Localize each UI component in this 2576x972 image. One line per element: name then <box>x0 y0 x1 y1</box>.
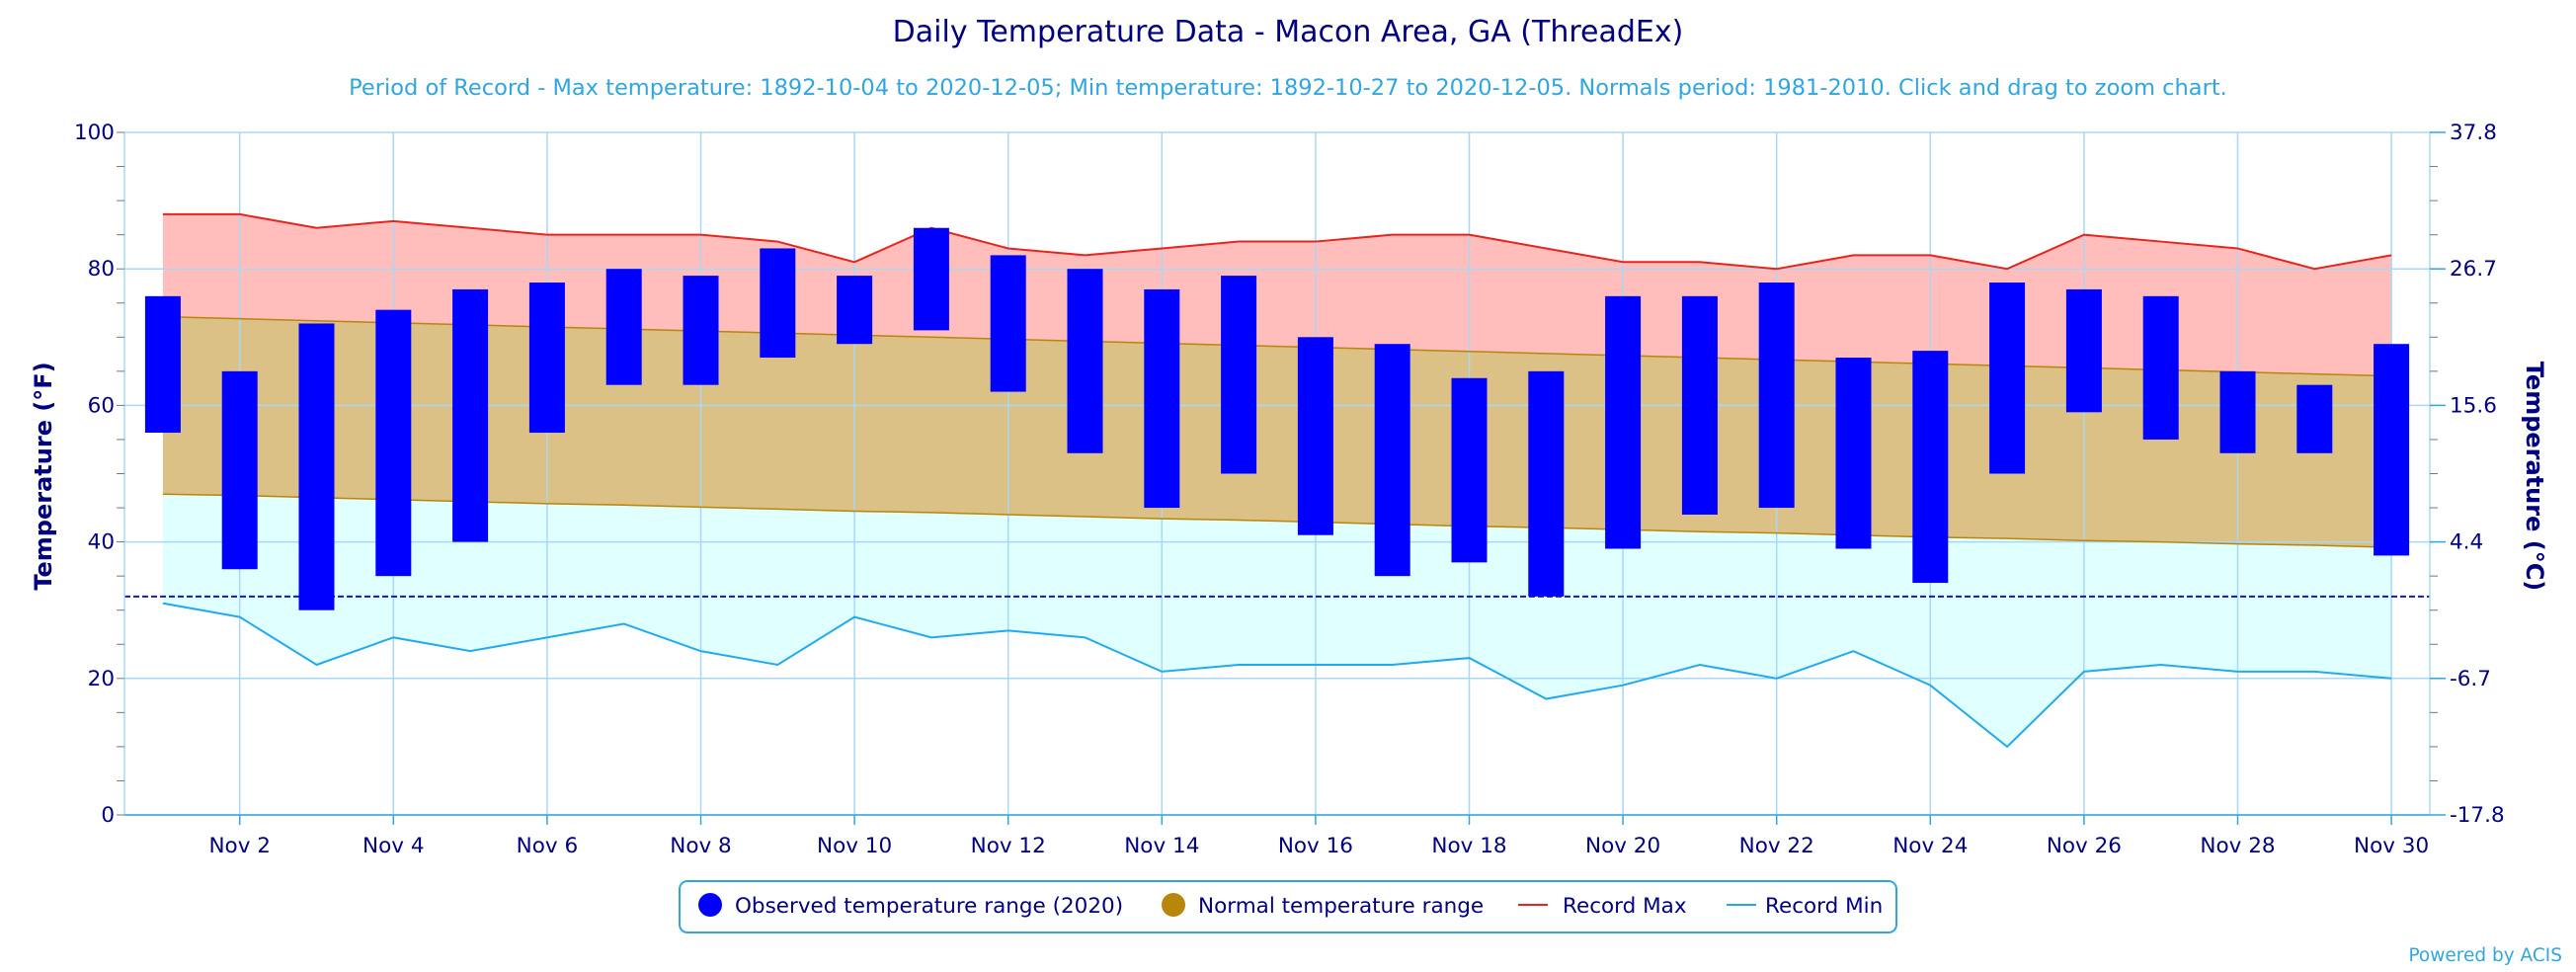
legend-item-normal[interactable]: Normal temperature range <box>1162 893 1484 919</box>
observed-bar[interactable] <box>1067 269 1103 453</box>
x-tick-label: Nov 16 <box>1278 834 1353 858</box>
y-axis-title-right: Temperature (°C) <box>2521 362 2548 592</box>
y-tick-label-left: 0 <box>101 803 115 828</box>
observed-bar[interactable] <box>605 269 642 385</box>
credits-link[interactable]: Powered by ACIS <box>2408 945 2562 966</box>
observed-bars[interactable] <box>144 227 2410 610</box>
y-tick-label-left: 20 <box>88 667 115 691</box>
legend-item-record-min[interactable]: Record Min <box>1727 894 1883 919</box>
observed-bar[interactable] <box>2219 370 2256 453</box>
observed-bar[interactable] <box>1605 295 1642 549</box>
observed-bar[interactable] <box>1221 276 1257 474</box>
observed-bar[interactable] <box>1451 377 1488 563</box>
plot-area[interactable] <box>124 132 2430 815</box>
x-tick-label: Nov 4 <box>362 834 424 858</box>
below-normal-area <box>162 494 2392 747</box>
x-tick-label: Nov 6 <box>517 834 578 858</box>
legend-observed-label: Observed temperature range (2020) <box>735 894 1123 919</box>
x-tick-label: Nov 12 <box>971 834 1046 858</box>
y-tick-label-right: 4.4 <box>2450 530 2483 555</box>
y-tick-label-right: -17.8 <box>2450 803 2505 828</box>
observed-bar[interactable] <box>221 370 258 570</box>
y-tick-label-left: 100 <box>74 121 115 145</box>
x-tick-label: Nov 14 <box>1124 834 1199 858</box>
x-tick-label: Nov 22 <box>1739 834 1814 858</box>
observed-bar[interactable] <box>760 248 796 359</box>
observed-bar[interactable] <box>1681 295 1718 515</box>
y-tick-label-left: 60 <box>88 393 115 418</box>
legend-item-record-max[interactable]: Record Max <box>1518 894 1687 919</box>
observed-bar[interactable] <box>2374 344 2410 556</box>
x-tick-label: Nov 2 <box>208 834 270 858</box>
x-tick-label: Nov 28 <box>2200 834 2275 858</box>
observed-bar[interactable] <box>144 295 181 434</box>
observed-bar[interactable] <box>1835 358 1872 549</box>
axes: 0 -17.8 20 -6.7 40 4.4 60 15.6 80 26.7 100 37.8 Nov … <box>74 121 2505 858</box>
legend-item-observed[interactable]: Observed temperature range (2020) <box>698 893 1123 919</box>
x-tick-label: Nov 30 <box>2354 834 2429 858</box>
above-normal-area <box>162 213 2392 376</box>
x-tick-label: Nov 26 <box>2047 834 2122 858</box>
observed-bar[interactable] <box>1144 288 1180 509</box>
legend-box <box>679 880 1897 933</box>
observed-bar[interactable] <box>1297 337 1333 535</box>
observed-bar[interactable] <box>2296 384 2333 453</box>
x-tick-label: Nov 20 <box>1585 834 1660 858</box>
y-tick-label-left: 40 <box>88 530 115 555</box>
chart-title: Daily Temperature Data - Macon Area, GA … <box>893 15 1684 49</box>
y-tick-label-right: 26.7 <box>2450 257 2497 282</box>
observed-bar[interactable] <box>1912 351 1949 584</box>
y-tick-label-right: -6.7 <box>2450 667 2491 691</box>
chart-subtitle: Period of Record - Max temperature: 1892… <box>349 75 2227 101</box>
x-tick-label: Nov 24 <box>1892 834 1968 858</box>
x-tick-label: Nov 18 <box>1431 834 1506 858</box>
y-axis-title-left: Temperature (°F) <box>30 362 57 590</box>
observed-bar[interactable] <box>452 288 489 542</box>
observed-bar[interactable] <box>913 227 949 331</box>
x-tick-label: Nov 8 <box>670 834 731 858</box>
legend-normal-marker <box>1162 893 1185 917</box>
legend[interactable]: Observed temperature range (2020) Normal… <box>679 880 1897 933</box>
record-max-line <box>162 212 2392 271</box>
observed-bar[interactable] <box>298 323 335 610</box>
observed-bar[interactable] <box>528 283 565 434</box>
normal-low-line <box>162 493 2392 548</box>
observed-bar[interactable] <box>1374 344 1410 577</box>
observed-bar[interactable] <box>2065 288 2102 413</box>
observed-bar[interactable] <box>837 276 873 345</box>
record-min-line <box>162 602 2392 749</box>
legend-record-min-label: Record Min <box>1765 894 1883 919</box>
x-tick-label: Nov 10 <box>817 834 892 858</box>
observed-bar[interactable] <box>683 276 719 385</box>
observed-bar[interactable] <box>1758 283 1795 509</box>
y-tick-label-right: 15.6 <box>2450 393 2497 418</box>
y-tick-label-left: 80 <box>88 257 115 282</box>
legend-record-max-label: Record Max <box>1563 894 1687 919</box>
y-tick-label-right: 37.8 <box>2450 121 2497 145</box>
observed-bar[interactable] <box>2142 295 2179 440</box>
observed-bar[interactable] <box>990 255 1026 392</box>
observed-bar[interactable] <box>1528 370 1565 597</box>
legend-observed-marker <box>698 893 722 917</box>
legend-normal-label: Normal temperature range <box>1198 894 1484 919</box>
normal-range-band <box>162 316 2392 548</box>
observed-bar[interactable] <box>375 309 412 577</box>
observed-bar[interactable] <box>1989 283 2026 474</box>
